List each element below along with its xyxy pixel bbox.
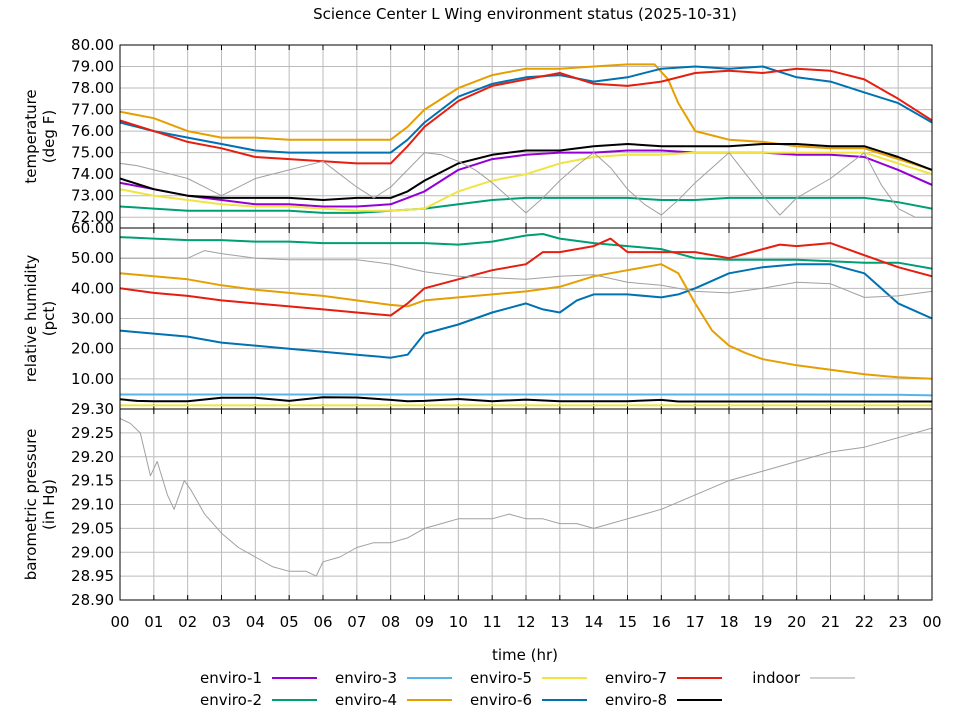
y-tick-label: 20.00 — [71, 340, 114, 358]
series-line-enviro-6-rh — [120, 263, 932, 359]
y-tick-label: 28.90 — [71, 591, 114, 609]
panel-rh: 10.00 20.00 30.00 40.00 50.00 60.00 relative h… — [22, 219, 933, 410]
y-tick-label: 79.00 — [71, 58, 114, 76]
x-tick-label: 11 — [483, 613, 502, 631]
x-tick-label: 23 — [889, 613, 908, 631]
x-tick-label: 15 — [618, 613, 637, 631]
panel-temp: 72.00 73.00 74.00 75.00 76.00 77.00 78.00 79.00… — [22, 36, 933, 229]
x-tick-label: 19 — [753, 613, 772, 631]
series-line-indoor-pressure — [120, 418, 932, 577]
x-tick-label: 21 — [821, 613, 840, 631]
y-tick-label: 29.05 — [71, 519, 114, 537]
y-axis-label: (in Hg) — [40, 479, 58, 530]
x-tick-label: 17 — [686, 613, 705, 631]
legend-item-enviro-1: enviro-1 — [200, 669, 317, 687]
x-tick-label: 04 — [246, 613, 265, 631]
x-tick-label: 22 — [855, 613, 874, 631]
y-axis-label: relative humidity — [22, 255, 40, 383]
series-line-indoor-temp — [120, 152, 932, 218]
plot-frame — [119, 408, 933, 601]
y-axis-label: (pct) — [40, 301, 58, 336]
x-tick-label: 05 — [280, 613, 299, 631]
series-line-enviro-6-temp — [120, 65, 932, 154]
x-tick-label: 20 — [787, 613, 806, 631]
y-axis-label: temperature — [22, 89, 40, 183]
series-line-enviro-8-temp — [120, 143, 932, 201]
legend-label: enviro-1 — [200, 669, 262, 687]
x-tick-label: 01 — [144, 613, 163, 631]
x-tick-label: 16 — [652, 613, 671, 631]
y-tick-label: 76.00 — [71, 122, 114, 140]
legend-item-enviro-4: enviro-4 — [335, 691, 452, 709]
y-tick-label: 29.10 — [71, 496, 114, 514]
series-line-indoor-rh — [120, 250, 932, 298]
y-tick-label: 29.25 — [71, 424, 114, 442]
chart-title: Science Center L Wing environment status… — [313, 5, 737, 23]
legend-item-enviro-2: enviro-2 — [200, 691, 317, 709]
x-tick-label: 00 — [922, 613, 941, 631]
series-line-enviro-5-temp — [120, 151, 932, 212]
series-line-enviro-1-temp — [120, 149, 932, 208]
x-tick-label: 14 — [584, 613, 603, 631]
legend-label: indoor — [752, 669, 801, 687]
x-tick-label: 06 — [313, 613, 332, 631]
legend-item-enviro-5: enviro-5 — [470, 669, 587, 687]
series-group — [120, 63, 932, 218]
legend-item-indoor: indoor — [752, 669, 855, 687]
legend-label: enviro-3 — [335, 669, 397, 687]
y-tick-label: 10.00 — [71, 370, 114, 388]
legend-item-enviro-8: enviro-8 — [605, 691, 722, 709]
legend-label: enviro-2 — [200, 691, 262, 709]
series-group — [120, 418, 932, 577]
y-tick-label: 50.00 — [71, 249, 114, 267]
panel-pressure: 28.90 28.95 29.00 29.05 29.10 29.15 29.20 29.25… — [22, 400, 933, 609]
x-tick-label: 02 — [178, 613, 197, 631]
y-tick-label: 40.00 — [71, 279, 114, 297]
legend-label: enviro-7 — [605, 669, 667, 687]
y-tick-label: 29.30 — [71, 400, 114, 418]
x-axis-label: time (hr) — [492, 646, 558, 664]
x-tick-label: 13 — [550, 613, 569, 631]
legend-label: enviro-6 — [470, 691, 532, 709]
legend-label: enviro-4 — [335, 691, 397, 709]
y-tick-label: 77.00 — [71, 101, 114, 119]
series-line-enviro-8-rh — [120, 396, 932, 403]
series-line-enviro-7-temp — [120, 67, 932, 165]
x-tick-label: 00 — [110, 613, 129, 631]
y-tick-label: 75.00 — [71, 144, 114, 162]
legend-item-enviro-7: enviro-7 — [605, 669, 722, 687]
series-line-enviro-3-rh — [120, 393, 932, 397]
y-tick-label: 29.20 — [71, 448, 114, 466]
legend-item-enviro-3: enviro-3 — [335, 669, 452, 687]
x-tick-label: 10 — [449, 613, 468, 631]
y-tick-label: 73.00 — [71, 187, 114, 205]
y-tick-label: 72.00 — [71, 208, 114, 226]
series-line-enviro-4-rh — [120, 263, 932, 380]
series-group — [120, 233, 932, 407]
y-tick-label: 80.00 — [71, 36, 114, 54]
x-tick-label: 07 — [347, 613, 366, 631]
y-tick-label: 78.00 — [71, 79, 114, 97]
legend-label: enviro-5 — [470, 669, 532, 687]
y-axis-label: (deg F) — [40, 110, 58, 163]
x-tick-label: 08 — [381, 613, 400, 631]
x-tick-label: 09 — [415, 613, 434, 631]
x-tick-label: 18 — [719, 613, 738, 631]
legend-label: enviro-8 — [605, 691, 667, 709]
x-tick-label: 12 — [516, 613, 535, 631]
y-tick-label: 29.00 — [71, 543, 114, 561]
series-line-enviro-7-rh — [120, 237, 932, 317]
y-tick-label: 30.00 — [71, 310, 114, 328]
series-line-enviro-2-rh — [120, 233, 932, 270]
legend-item-enviro-6: enviro-6 — [470, 691, 587, 709]
y-tick-label: 29.15 — [71, 472, 114, 490]
x-tick-label: 03 — [212, 613, 231, 631]
y-tick-label: 60.00 — [71, 219, 114, 237]
y-axis-label: barometric pressure — [22, 429, 40, 581]
y-tick-label: 28.95 — [71, 567, 114, 585]
y-tick-label: 74.00 — [71, 165, 114, 183]
